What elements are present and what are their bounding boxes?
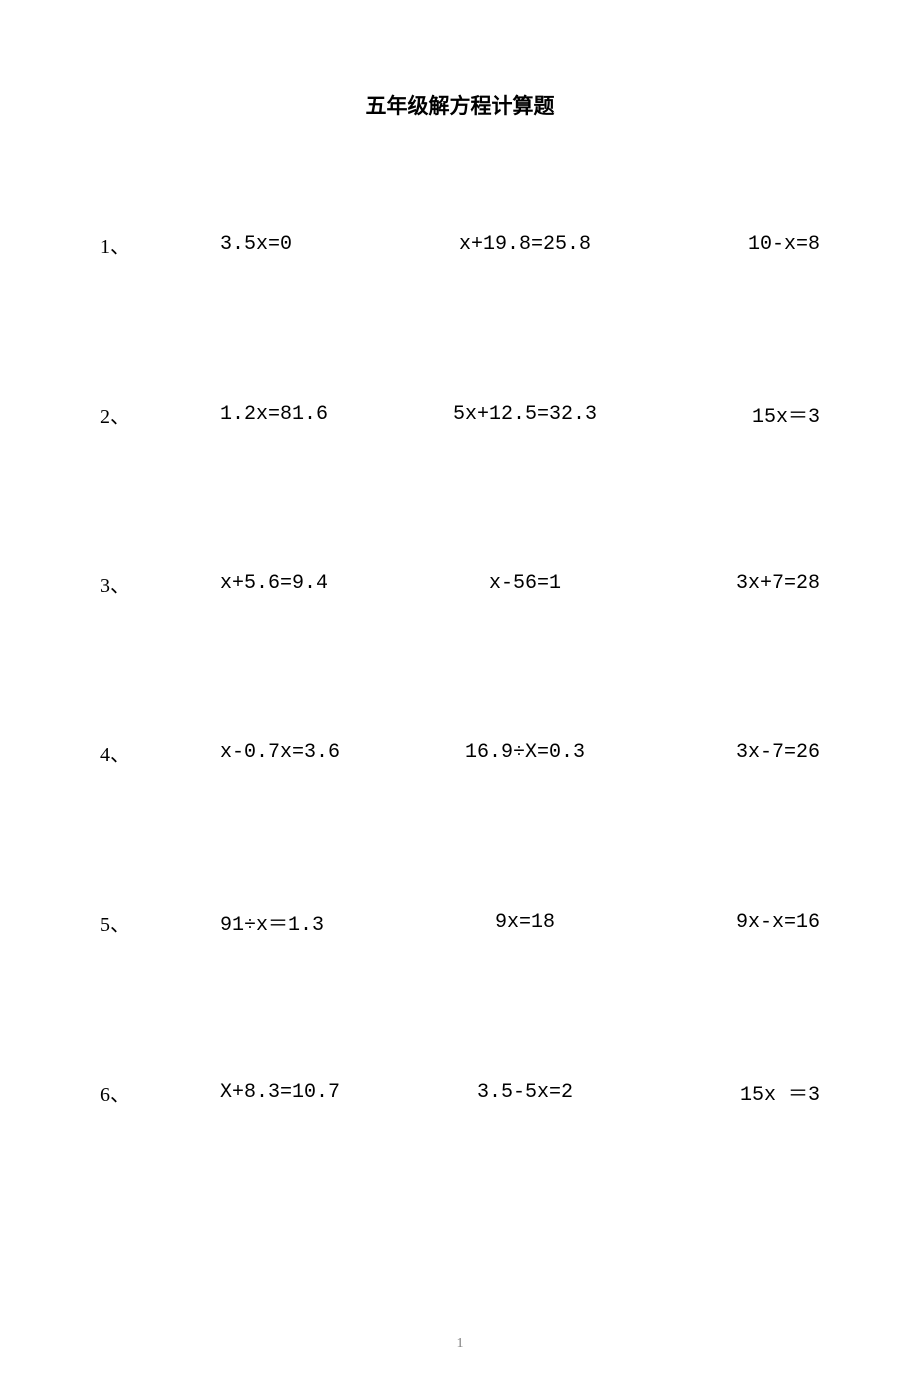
page-title: 五年级解方程计算题: [0, 90, 920, 120]
problem-row: 1、 3.5x=0 x+19.8=25.8 10-x=8: [100, 230, 820, 259]
equation: 15x＝3: [640, 399, 820, 429]
equation: 3.5-5x=2: [410, 1081, 640, 1104]
equation: x+5.6=9.4: [210, 572, 410, 595]
equation: 16.9÷X=0.3: [410, 741, 640, 764]
problem-row: 5、 91÷x＝1.3 9x=18 9x-x=16: [100, 907, 820, 937]
equation: 3x-7=26: [640, 741, 820, 764]
equation: 10-x=8: [640, 233, 820, 256]
page-number: 1: [0, 1336, 920, 1352]
problem-row: 6、 X+8.3=10.7 3.5-5x=2 15x ＝3: [100, 1077, 820, 1107]
problems-container: 1、 3.5x=0 x+19.8=25.8 10-x=8 2、 1.2x=81.…: [0, 230, 920, 1107]
row-number: 4、: [100, 738, 210, 767]
equation: 1.2x=81.6: [210, 403, 410, 426]
equation: 3.5x=0: [210, 233, 410, 256]
equation: 91÷x＝1.3: [210, 907, 410, 937]
equation: x+19.8=25.8: [410, 233, 640, 256]
equation: 9x-x=16: [640, 911, 820, 934]
problem-row: 4、 x-0.7x=3.6 16.9÷X=0.3 3x-7=26: [100, 738, 820, 767]
equation: x-56=1: [410, 572, 640, 595]
problem-row: 2、 1.2x=81.6 5x+12.5=32.3 15x＝3: [100, 399, 820, 429]
row-number: 3、: [100, 569, 210, 598]
row-number: 5、: [100, 908, 210, 937]
row-number: 6、: [100, 1078, 210, 1107]
equation: 3x+7=28: [640, 572, 820, 595]
equation: 9x=18: [410, 911, 640, 934]
equation: x-0.7x=3.6: [210, 741, 410, 764]
equation: X+8.3=10.7: [210, 1081, 410, 1104]
equation: 5x+12.5=32.3: [410, 403, 640, 426]
equation: 15x ＝3: [640, 1077, 820, 1107]
row-number: 1、: [100, 230, 210, 259]
row-number: 2、: [100, 400, 210, 429]
problem-row: 3、 x+5.6=9.4 x-56=1 3x+7=28: [100, 569, 820, 598]
